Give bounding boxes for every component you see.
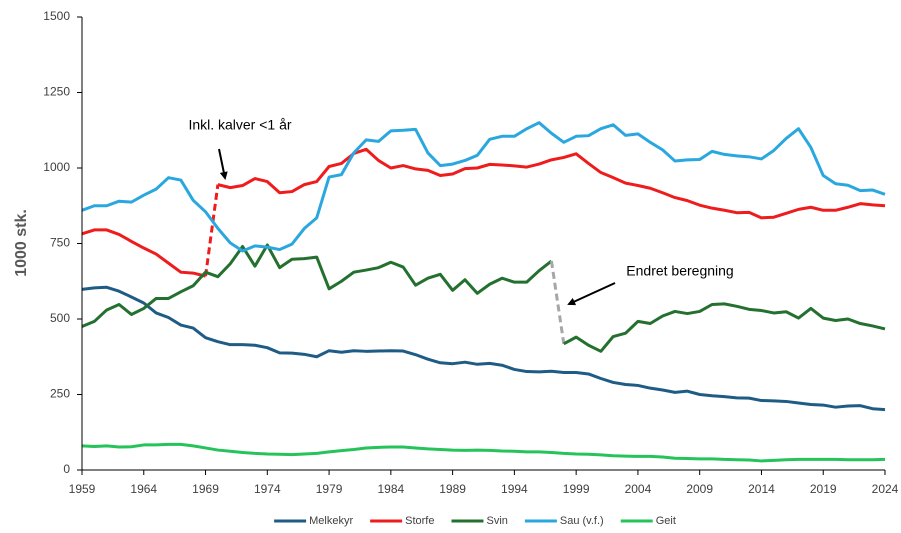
x-tick-label: 2009: [686, 482, 713, 496]
line: [81, 228, 206, 278]
y-tick-label: 750: [50, 236, 70, 250]
x-tick-label: 1979: [316, 482, 343, 496]
legend-label: Storfe: [405, 515, 434, 527]
line: [81, 121, 886, 253]
legend-label: Svin: [486, 515, 507, 527]
annotation: Inkl. kalver <1 år: [188, 117, 291, 133]
x-tick-label: 2024: [872, 482, 899, 496]
legend-label: Sau (v.f.): [560, 515, 604, 527]
y-tick-label: 250: [50, 387, 70, 401]
dashed-segment: [204, 184, 220, 277]
x-tick-label: 2019: [810, 482, 837, 496]
x-tick-label: 1989: [439, 482, 466, 496]
line: [81, 285, 886, 412]
x-tick-label: 2014: [748, 482, 775, 496]
x-tick-label: 1994: [501, 482, 528, 496]
x-tick-label: 1964: [130, 482, 157, 496]
x-tick-label: 1999: [563, 482, 590, 496]
y-tick-label: 1000: [43, 160, 70, 174]
y-tick-label: 0: [63, 462, 70, 476]
line: [217, 147, 886, 220]
y-tick-label: 1250: [43, 85, 70, 99]
y-axis-title: 1000 stk.: [13, 209, 30, 277]
legend-label: Melkekyr: [309, 515, 353, 527]
y-tick-label: 500: [50, 311, 70, 325]
x-tick-label: 1959: [69, 482, 96, 496]
x-tick-label: 2004: [625, 482, 652, 496]
x-tick-label: 1984: [377, 482, 404, 496]
x-tick-label: 1974: [254, 482, 281, 496]
line: [563, 302, 886, 353]
x-tick-label: 1969: [192, 482, 219, 496]
line: [81, 442, 886, 463]
dashed-segment: [549, 260, 566, 344]
legend-label: Geit: [656, 515, 676, 527]
annotation-arrow: [218, 148, 228, 180]
annotation: Endret beregning: [626, 263, 733, 279]
annotation-arrow: [567, 282, 616, 306]
line: [81, 243, 553, 328]
y-tick-label: 1500: [43, 9, 70, 23]
